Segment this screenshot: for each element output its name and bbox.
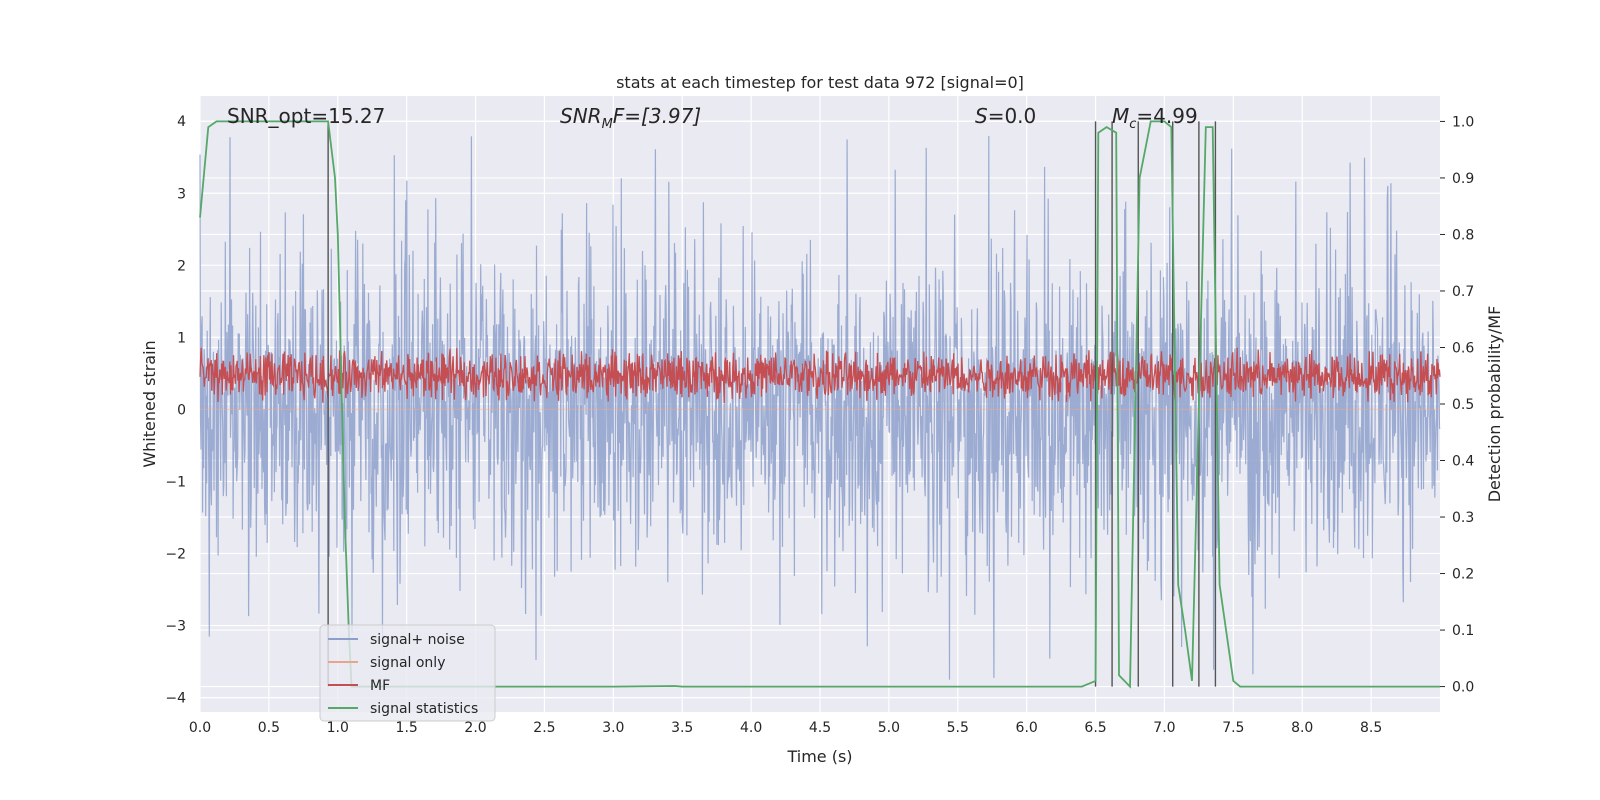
legend-box <box>319 624 496 722</box>
mf-line <box>199 347 1441 404</box>
x-tick-label: 7.0 <box>1153 720 1175 736</box>
snr-mf-base: SNR <box>560 104 602 128</box>
x-tick-label: 7.5 <box>1222 720 1244 736</box>
annotation-snr-mf: SNRMF=[3.97] <box>560 104 701 132</box>
y2-axis-ticks: 1.0 0.9 0.8 0.7 0.6 0.5 0.4 0.3 0.2 0.1 0.0 <box>1440 114 1474 696</box>
x-tick-label: 2.5 <box>533 720 555 736</box>
y2-tick-label: 0.1 <box>1452 623 1474 639</box>
y2-tick-label: 0.6 <box>1452 340 1474 356</box>
y-axis-label: Whitened strain <box>140 340 159 467</box>
x-tick-label: 5.5 <box>947 720 969 736</box>
mf-series <box>199 347 1441 404</box>
y2-axis-label: Detection probability/MF <box>1485 306 1504 503</box>
x-tick-label: 6.0 <box>1016 720 1038 736</box>
y-tick-label: 2 <box>177 258 186 274</box>
legend-label: signal statistics <box>370 701 478 717</box>
x-tick-label: 3.0 <box>602 720 624 736</box>
x-tick-label: 2.0 <box>464 720 486 736</box>
y-tick-label: 3 <box>177 186 186 202</box>
x-tick-label: 5.0 <box>878 720 900 736</box>
legend-label: signal only <box>370 655 445 671</box>
y2-tick-label: 1.0 <box>1452 114 1474 130</box>
snr-mf-sub: M <box>602 117 613 132</box>
x-tick-label: 3.5 <box>671 720 693 736</box>
y2-tick-label: 0.8 <box>1452 227 1474 243</box>
y2-tick-label: 0.5 <box>1452 397 1474 413</box>
legend: signal+ noise signal only MF signal statist… <box>319 624 496 722</box>
legend-label: MF <box>370 678 390 694</box>
x-tick-label: 6.5 <box>1084 720 1106 736</box>
chart-title: stats at each timestep for test data 972… <box>616 73 1024 92</box>
y2-tick-label: 0.7 <box>1452 284 1474 300</box>
s-rest: =0.0 <box>988 104 1037 128</box>
y-tick-label: −2 <box>165 546 186 562</box>
y-tick-label: −4 <box>165 691 186 707</box>
y-tick-label: −3 <box>165 619 186 635</box>
x-tick-label: 1.5 <box>396 720 418 736</box>
x-axis-label: Time (s) <box>786 747 852 766</box>
annotation-s: S=0.0 <box>975 104 1036 128</box>
y2-tick-label: 0.2 <box>1452 567 1474 583</box>
annotation-mc: Mc=4.99 <box>1112 104 1198 132</box>
legend-label: signal+ noise <box>370 632 465 648</box>
y-tick-label: 0 <box>177 402 186 418</box>
x-axis-ticks: 0.0 0.5 1.0 1.5 2.0 2.5 3.0 3.5 4.0 4.5 5.0 5.5 6.0 6… <box>189 720 1382 736</box>
x-tick-label: 0.5 <box>258 720 280 736</box>
y2-tick-label: 0.0 <box>1452 680 1474 696</box>
snr-mf-rest: F=[3.97] <box>613 104 701 128</box>
y2-tick-label: 0.4 <box>1452 454 1474 470</box>
signal-statistics-series <box>199 120 1440 689</box>
signal-statistics-line <box>199 120 1440 689</box>
x-tick-label: 8.5 <box>1360 720 1382 736</box>
x-tick-label: 0.0 <box>189 720 211 736</box>
x-tick-label: 1.0 <box>327 720 349 736</box>
x-tick-label: 4.0 <box>740 720 762 736</box>
x-tick-label: 8.0 <box>1291 720 1313 736</box>
annotation-snr-opt: SNR_opt=15.27 <box>227 104 385 128</box>
y-axis-ticks: 4 3 2 1 0 −1 −2 −3 −4 <box>165 114 186 706</box>
signal-noise-series <box>199 135 1441 680</box>
y-tick-label: 1 <box>177 330 186 346</box>
mc-base: M <box>1112 104 1129 128</box>
y2-tick-label: 0.3 <box>1452 510 1474 526</box>
s-italic: S <box>975 104 988 128</box>
mc-rest: =4.99 <box>1136 104 1197 128</box>
y-tick-label: 4 <box>177 114 186 130</box>
mc-sub: c <box>1129 117 1136 132</box>
signal-noise-line <box>199 135 1441 680</box>
y2-tick-label: 0.9 <box>1452 171 1474 187</box>
x-tick-label: 4.5 <box>809 720 831 736</box>
y-tick-label: −1 <box>165 474 186 490</box>
